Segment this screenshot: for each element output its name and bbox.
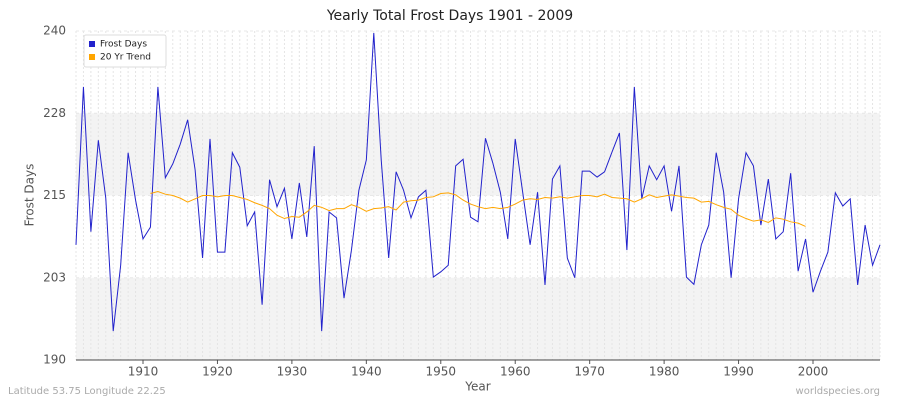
y-tick-label: 203 bbox=[43, 270, 66, 284]
footer-left: Latitude 53.75 Longitude 22.25 bbox=[8, 386, 166, 397]
series-line bbox=[75, 32, 881, 332]
x-tick-label: 1930 bbox=[277, 365, 308, 379]
legend-label: Frost Days bbox=[100, 40, 147, 50]
x-tick-label: 2000 bbox=[798, 365, 829, 379]
x-tick-label: 1960 bbox=[500, 365, 531, 379]
legend-label: 20 Yr Trend bbox=[100, 53, 151, 63]
y-tick-label: 228 bbox=[43, 106, 66, 120]
x-tick-label: 1910 bbox=[128, 365, 159, 379]
y-axis-label: Frost Days bbox=[23, 164, 37, 227]
x-tick-label: 1970 bbox=[574, 365, 605, 379]
x-axis-label: Year bbox=[464, 380, 490, 394]
legend-swatch bbox=[89, 54, 95, 60]
y-tick-label: 240 bbox=[43, 24, 66, 38]
x-tick-label: 1920 bbox=[202, 365, 233, 379]
series-line bbox=[150, 191, 806, 227]
x-tick-label: 1990 bbox=[723, 365, 754, 379]
y-tick-label: 190 bbox=[43, 353, 66, 367]
legend-box bbox=[83, 34, 167, 68]
x-tick-label: 1980 bbox=[649, 365, 680, 379]
legend-swatch bbox=[89, 41, 95, 47]
footer-right: worldspecies.org bbox=[796, 386, 880, 397]
y-tick-label: 215 bbox=[43, 188, 66, 202]
chart-title: Yearly Total Frost Days 1901 - 2009 bbox=[326, 8, 573, 24]
x-tick-label: 1940 bbox=[351, 365, 382, 379]
x-tick-label: 1950 bbox=[426, 365, 457, 379]
